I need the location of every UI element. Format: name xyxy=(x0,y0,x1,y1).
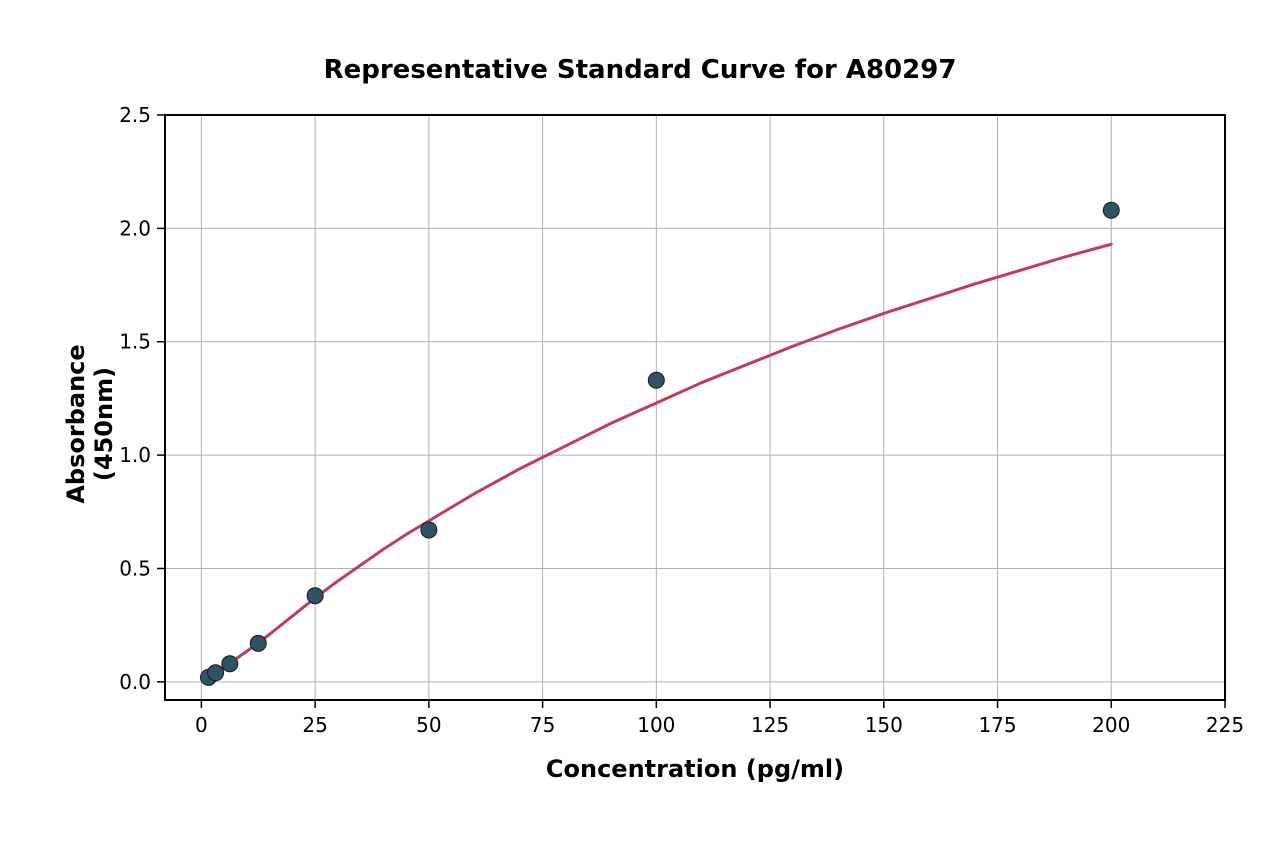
x-tick-label: 75 xyxy=(530,713,555,737)
data-point xyxy=(208,665,224,681)
fitted-curve xyxy=(206,244,1111,678)
y-tick-label: 2.0 xyxy=(119,216,151,240)
y-tick-label: 0.5 xyxy=(119,556,151,580)
data-point xyxy=(421,522,437,538)
plot-border xyxy=(165,115,1225,700)
y-tick-label: 0.0 xyxy=(119,670,151,694)
data-point xyxy=(307,588,323,604)
x-tick-label: 0 xyxy=(195,713,208,737)
y-tick-label: 1.5 xyxy=(119,330,151,354)
x-tick-label: 100 xyxy=(637,713,675,737)
x-tick-label: 175 xyxy=(978,713,1016,737)
y-tick-label: 2.5 xyxy=(119,103,151,127)
chart-container: Representative Standard Curve for A80297… xyxy=(0,0,1280,845)
data-point xyxy=(250,635,266,651)
y-tick-label: 1.0 xyxy=(119,443,151,467)
x-tick-label: 125 xyxy=(751,713,789,737)
x-tick-label: 150 xyxy=(865,713,903,737)
x-tick-label: 25 xyxy=(302,713,327,737)
data-point xyxy=(1103,202,1119,218)
x-tick-label: 225 xyxy=(1206,713,1244,737)
data-point xyxy=(648,372,664,388)
x-tick-label: 50 xyxy=(416,713,441,737)
chart-svg: 0 25 50 75 100 125 150 175 200 225 0.0 0.5 1.0 1.5 2.0… xyxy=(0,0,1280,845)
data-point xyxy=(222,656,238,672)
x-tick-label: 200 xyxy=(1092,713,1130,737)
